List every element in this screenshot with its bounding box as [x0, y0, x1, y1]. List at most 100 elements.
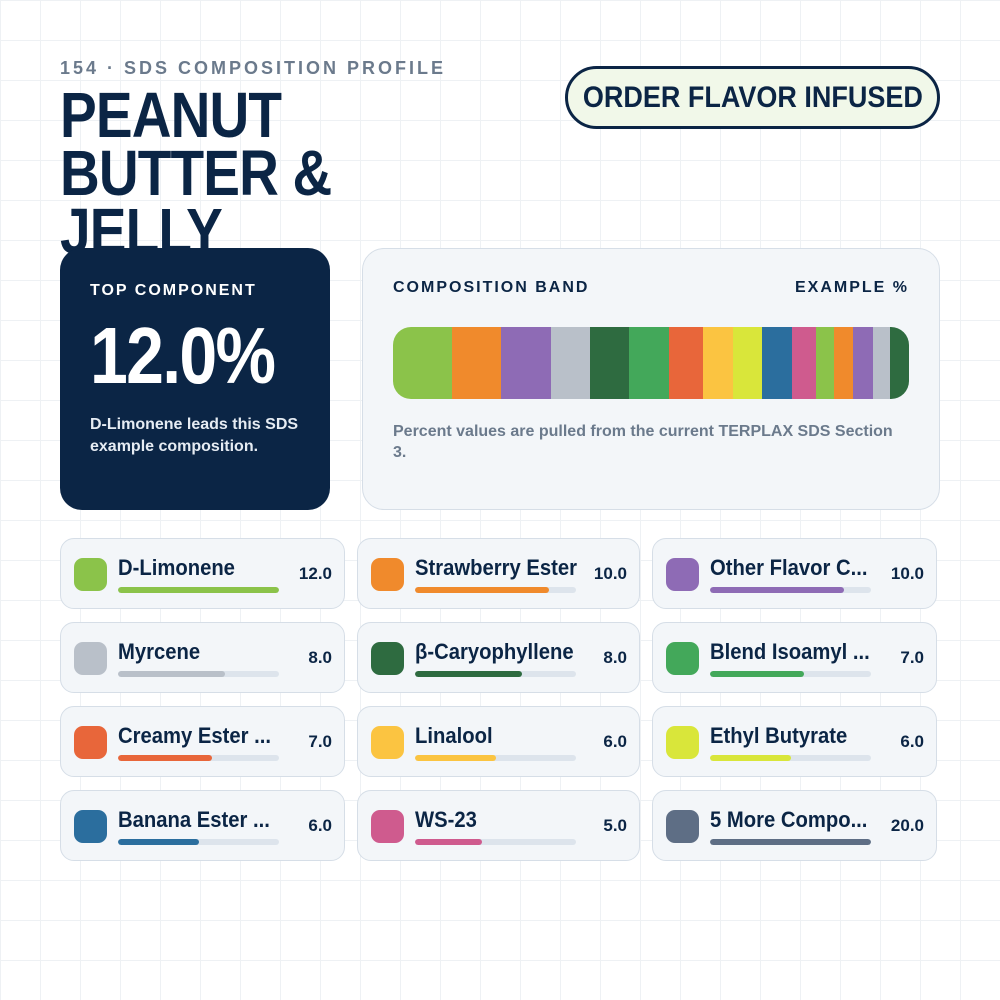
component-card: D-Limonene 12.0	[60, 538, 345, 609]
band-segment	[703, 327, 733, 399]
component-bar-track	[710, 839, 871, 845]
component-name: Myrcene	[118, 639, 201, 664]
component-card: β-Caryophyllene 8.0	[357, 622, 640, 693]
component-swatch	[74, 810, 107, 843]
component-swatch	[371, 558, 404, 591]
component-bar-track	[415, 755, 576, 761]
component-bar	[710, 671, 804, 677]
component-grid: D-Limonene 12.0 Strawberry Ester 10.0 Other …	[60, 538, 937, 861]
component-value: 10.0	[890, 564, 924, 583]
component-card: Strawberry Ester 10.0	[357, 538, 640, 609]
component-name: Creamy Ester ...	[118, 723, 272, 748]
band-segment	[762, 327, 792, 399]
component-bar-track	[710, 755, 871, 761]
component-card: Creamy Ester ... 7.0	[60, 706, 345, 777]
band-note: Percent values are pulled from the curre…	[393, 423, 893, 461]
component-bar	[415, 755, 496, 761]
component-bar	[118, 839, 199, 845]
component-bar	[415, 839, 483, 845]
band-segment	[629, 327, 669, 399]
component-bar-track	[710, 587, 871, 593]
component-value: 5.0	[603, 816, 627, 835]
component-card: Banana Ester ... 6.0	[60, 790, 345, 861]
component-card: Ethyl Butyrate 6.0	[652, 706, 937, 777]
band-segment	[393, 327, 453, 399]
component-name: 5 More Compo...	[710, 807, 868, 832]
band-segment	[732, 327, 763, 399]
component-bar	[415, 671, 523, 677]
component-swatch	[371, 642, 404, 675]
component-bar-track	[118, 671, 279, 677]
component-bar-track	[415, 671, 576, 677]
component-swatch	[371, 726, 404, 759]
component-swatch	[74, 642, 107, 675]
page-title: PEANUT BUTTER & JELLY	[60, 79, 332, 267]
component-name: D-Limonene	[118, 555, 235, 580]
order-flavor-infused-button[interactable]: ORDER FLAVOR INFUSED	[565, 66, 940, 129]
component-value: 7.0	[308, 732, 332, 751]
component-bar-track	[118, 839, 279, 845]
component-swatch	[371, 810, 404, 843]
component-value: 20.0	[890, 816, 924, 835]
component-bar	[118, 671, 226, 677]
component-bar	[710, 839, 871, 845]
component-value: 10.0	[593, 564, 627, 583]
band-segment	[872, 327, 891, 399]
component-name: Ethyl Butyrate	[710, 723, 848, 748]
component-swatch	[666, 810, 699, 843]
band-segment	[550, 327, 590, 399]
component-card: Blend Isoamyl ... 7.0	[652, 622, 937, 693]
component-card: 5 More Compo... 20.0	[652, 790, 937, 861]
component-card: Linalool 6.0	[357, 706, 640, 777]
component-bar	[118, 755, 212, 761]
band-segment	[833, 327, 854, 399]
band-segment	[791, 327, 817, 399]
band-segment	[853, 327, 873, 399]
component-bar	[710, 755, 791, 761]
component-value: 6.0	[603, 732, 627, 751]
component-card: Other Flavor C... 10.0	[652, 538, 937, 609]
composition-band-card: COMPOSITION BAND EXAMPLE % Percent value…	[362, 248, 940, 510]
band-segment	[501, 327, 551, 399]
component-name: Linalool	[415, 723, 493, 748]
component-value: 6.0	[308, 816, 332, 835]
component-name: Strawberry Ester	[415, 555, 577, 580]
component-value: 12.0	[298, 564, 332, 583]
profile-kicker: 154 · SDS COMPOSITION PROFILE	[60, 58, 447, 78]
component-bar-track	[415, 839, 576, 845]
component-bar-track	[710, 671, 871, 677]
component-card: WS-23 5.0	[357, 790, 640, 861]
band-unit-label: EXAMPLE %	[794, 279, 909, 296]
component-bar	[415, 587, 550, 593]
band-segment	[816, 327, 834, 399]
band-segment	[890, 327, 909, 399]
component-value: 8.0	[308, 648, 332, 667]
top-component-description: D-Limonene leads this SDS example compos…	[90, 416, 299, 455]
component-swatch	[666, 726, 699, 759]
band-segment	[452, 327, 502, 399]
component-bar-track	[415, 587, 576, 593]
component-name: Blend Isoamyl ...	[710, 639, 870, 664]
component-bar-track	[118, 755, 279, 761]
component-card: Myrcene 8.0	[60, 622, 345, 693]
component-value: 7.0	[900, 648, 924, 667]
component-bar-track	[118, 587, 279, 593]
order-button-label: ORDER FLAVOR INFUSED	[582, 80, 923, 114]
band-segment	[589, 327, 630, 399]
component-swatch	[666, 642, 699, 675]
component-bar	[118, 587, 279, 593]
composition-band-bar	[393, 327, 909, 399]
component-swatch	[74, 558, 107, 591]
component-bar	[710, 587, 845, 593]
component-name: Banana Ester ...	[118, 807, 270, 832]
component-name: Other Flavor C...	[710, 555, 868, 580]
top-component-label: TOP COMPONENT	[90, 282, 257, 299]
component-value: 8.0	[603, 648, 627, 667]
component-swatch	[74, 726, 107, 759]
component-name: β-Caryophyllene	[415, 639, 574, 664]
top-component-value: 12.0%	[90, 311, 276, 400]
component-value: 6.0	[900, 732, 924, 751]
component-swatch	[666, 558, 699, 591]
band-label: COMPOSITION BAND	[393, 279, 590, 296]
band-segment	[668, 327, 704, 399]
